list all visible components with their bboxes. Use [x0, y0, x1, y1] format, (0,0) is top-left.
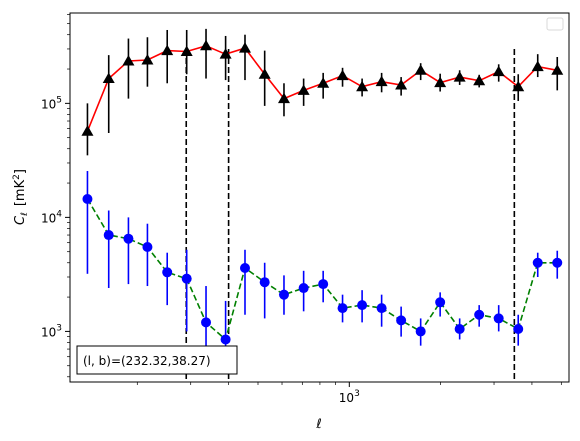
- vertical-reference-lines: [185, 48, 516, 382]
- data-point: [239, 262, 250, 273]
- legend: [546, 17, 564, 31]
- data-point: [531, 60, 544, 72]
- data-point: [181, 273, 192, 284]
- data-point: [220, 334, 231, 345]
- data-point: [161, 44, 174, 56]
- data-point: [141, 53, 154, 65]
- y-axis-ticks: 103 104 105: [41, 14, 70, 378]
- data-point: [238, 42, 251, 53]
- y-axis-label-unit-exponent: 2: [12, 174, 22, 180]
- annotation-text: (l, b)=(232.32,38.27): [83, 354, 211, 368]
- data-point: [357, 300, 368, 311]
- data-point: [219, 48, 232, 59]
- data-point: [532, 257, 543, 268]
- data-point: [298, 283, 309, 294]
- y-axis-label-unit: [mK: [13, 179, 28, 206]
- data-point: [81, 125, 94, 136]
- plot-background: [70, 13, 569, 382]
- data-point: [318, 279, 329, 290]
- data-point: [336, 69, 349, 81]
- data-point: [376, 303, 387, 314]
- data-point: [201, 317, 212, 328]
- data-point: [259, 277, 270, 288]
- data-point: [414, 64, 427, 75]
- data-point: [200, 39, 213, 51]
- data-point: [474, 309, 485, 320]
- data-point: [512, 80, 525, 92]
- annotation-box: (l, b)=(232.32,38.27): [76, 345, 238, 375]
- y-tick-label: 103: [41, 323, 62, 339]
- data-point: [102, 72, 115, 84]
- data-point: [454, 323, 465, 334]
- data-point: [103, 230, 114, 241]
- svg-text:Cℓ[mK2]: Cℓ [mK2]: [12, 169, 30, 225]
- data-point: [317, 77, 330, 88]
- data-point: [297, 84, 310, 95]
- data-point: [453, 71, 466, 82]
- data-point: [375, 75, 388, 87]
- data-point: [435, 297, 446, 308]
- data-point: [415, 326, 426, 337]
- data-point: [395, 78, 408, 90]
- series-1: [81, 28, 564, 156]
- data-point: [551, 64, 564, 75]
- data-point: [434, 76, 447, 88]
- plot-frame: [69, 12, 570, 383]
- data-point: [82, 193, 93, 204]
- data-point: [513, 323, 524, 334]
- data-point: [142, 241, 153, 252]
- x-axis-label: ℓ: [315, 417, 321, 432]
- data-point: [396, 315, 407, 326]
- x-axis-ticks: 103: [136, 382, 562, 405]
- data-point: [492, 65, 505, 77]
- data-point: [277, 92, 290, 104]
- y-axis-label-subscript: ℓ: [20, 212, 30, 217]
- data-point: [493, 313, 504, 324]
- y-axis-label: Cℓ [mK2]: [12, 169, 30, 225]
- data-point: [123, 233, 134, 244]
- data-point: [473, 74, 486, 86]
- y-axis-label-main: C: [13, 215, 28, 225]
- y-tick-label: 105: [41, 95, 62, 111]
- data-point: [337, 303, 348, 314]
- x-tick-label: 103: [339, 389, 360, 405]
- y-axis-label-unit-close: ]: [13, 169, 28, 174]
- y-tick-label: 104: [41, 209, 62, 225]
- data-point: [552, 257, 563, 268]
- data-point: [258, 68, 271, 79]
- data-point: [356, 80, 369, 92]
- data-point: [180, 45, 193, 56]
- data-point: [162, 267, 173, 278]
- data-point: [122, 55, 135, 66]
- data-point: [278, 289, 289, 300]
